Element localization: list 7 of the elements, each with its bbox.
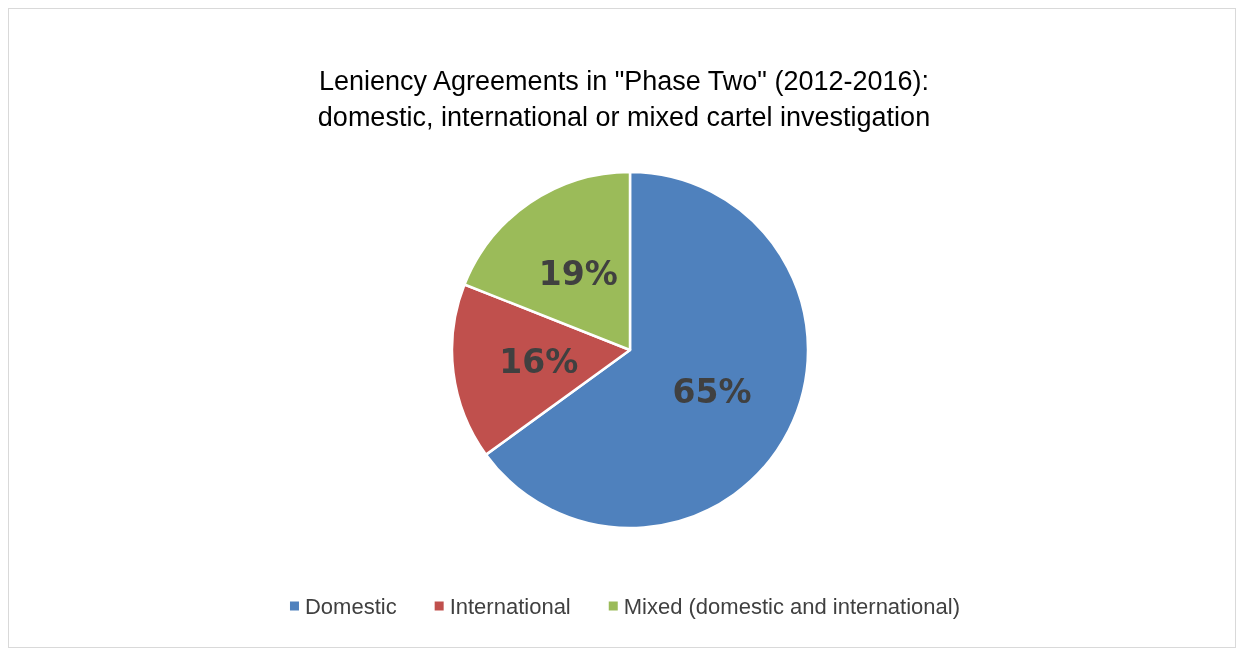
data-label: 19% xyxy=(538,254,618,294)
data-label: 16% xyxy=(499,342,579,382)
legend-label: Domestic xyxy=(304,593,397,619)
chart-title: Leniency Agreements in "Phase Two" (2012-2016): domestic, international or mixed cartel investigation xyxy=(317,66,931,132)
legend-label: International xyxy=(449,593,571,619)
legend-label: Mixed (domestic and international) xyxy=(623,593,961,619)
data-label: 65% xyxy=(672,372,752,412)
